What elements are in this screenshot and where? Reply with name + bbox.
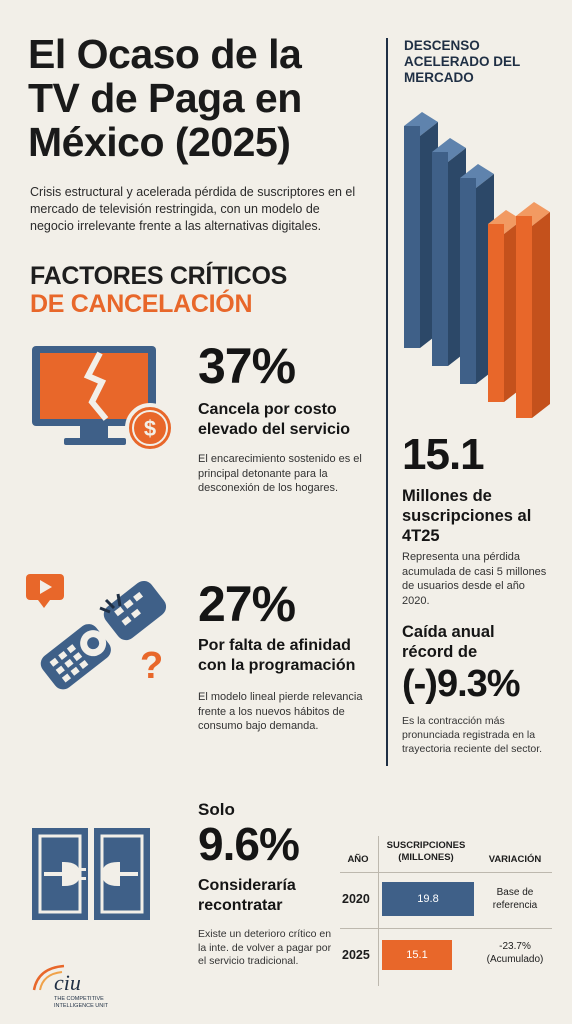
drop-value: (-)9.3%: [402, 663, 521, 705]
row-bar-2025: 15.1: [382, 940, 452, 970]
factor-2-pct: 27%: [198, 576, 296, 632]
table-divider-h2: [340, 928, 552, 929]
factor-3-label: Consideraría recontratar: [198, 877, 296, 914]
title-line-1: El Ocaso de la: [28, 31, 302, 77]
col-header-subs: SUSCRIPCIONES (MILLONES): [386, 840, 466, 863]
factors-heading-1: FACTORES CRÍTICOS: [30, 262, 287, 290]
ciu-logo-arcs: [32, 964, 65, 991]
broken-tv-icon: $: [32, 346, 175, 453]
svg-text:?: ?: [140, 645, 163, 687]
column-divider: [386, 38, 388, 766]
row-variation: -23.7% (Acumulado): [486, 941, 544, 965]
market-heading: DESCENSO ACELERADO DEL MERCADO: [404, 38, 521, 85]
factor-2-desc: El modelo lineal pierde relevancia frent…: [198, 691, 363, 732]
drop-label: Caída anual récord de: [402, 623, 495, 661]
table-divider-h1: [340, 872, 552, 873]
col-header-variation: VARIACIÓN: [488, 854, 542, 865]
row-year: 2020: [342, 892, 370, 906]
subs-value: 15.1: [402, 430, 485, 479]
subs-label: Millones de suscripciones al 4T25: [402, 487, 532, 545]
title-line-3: México (2025): [28, 119, 291, 165]
row-bar-2020: 19.8: [382, 882, 474, 916]
logo-tagline-1: THE COMPETITIVE: [54, 996, 104, 1002]
page-title: El Ocaso de la TV de Paga en México (202…: [28, 32, 358, 164]
row-year: 2025: [342, 948, 370, 962]
factor-3-pct: 9.6%: [198, 818, 300, 870]
factors-heading-2: DE CANCELACIÓN: [30, 290, 253, 318]
logo-tagline: THE COMPETITIVE INTELLIGENCE UNIT: [54, 996, 108, 1010]
factor-1-label: Cancela por costo elevado del servicio: [198, 401, 351, 438]
svg-text:$: $: [144, 416, 156, 441]
factor-3-pre: Solo: [198, 800, 235, 819]
row-variation: Base de referencia: [492, 887, 538, 911]
drop-desc: Es la contracción más pronunciada regist…: [402, 715, 543, 755]
factor-1-pct: 37%: [198, 338, 296, 394]
logo-wordmark: ciu: [54, 970, 81, 995]
logo-tagline-2: INTELLIGENCE UNIT: [54, 1003, 109, 1009]
declining-bars-graphic: [404, 112, 550, 418]
factor-2-label: Por falta de afinidad con la programació…: [198, 637, 356, 674]
subs-desc: Representa una pérdida acumulada de casi…: [402, 551, 547, 607]
unplug-icon: [32, 828, 150, 920]
table-divider-v: [378, 836, 379, 986]
ciu-logo: ciu THE COMPETITIVE INTELLIGENCE UNIT: [24, 960, 144, 1020]
subscriptions-table: AÑO SUSCRIPCIONES (MILLONES) VARIACIÓN 2…: [340, 836, 552, 986]
col-header-year: AÑO: [347, 854, 369, 865]
broken-remote-icon: ?: [26, 574, 167, 690]
factor-3-desc: Existe un deterioro crítico en la inte. …: [198, 928, 332, 967]
intro-text: Crisis estructural y acelerada pérdida d…: [30, 185, 356, 233]
factor-1-desc: El encarecimiento sostenido es el princi…: [198, 453, 362, 494]
title-line-2: TV de Paga en: [28, 75, 302, 121]
